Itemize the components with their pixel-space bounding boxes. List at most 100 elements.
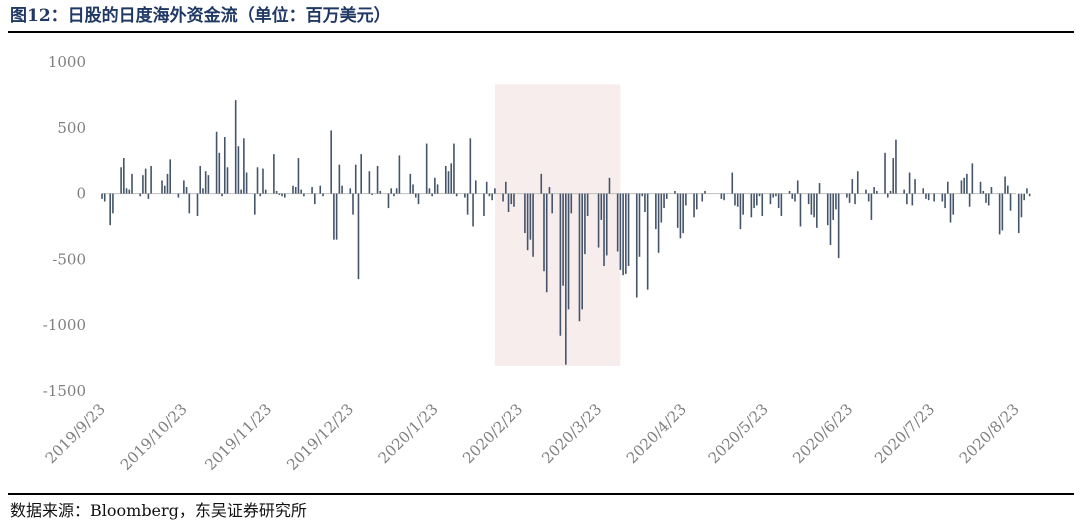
bar xyxy=(925,193,927,199)
bar xyxy=(605,193,608,256)
bar xyxy=(788,190,791,194)
bar xyxy=(237,146,240,194)
bar xyxy=(603,193,605,266)
bar xyxy=(865,189,867,194)
bar xyxy=(892,158,895,194)
bar xyxy=(908,172,911,194)
bar xyxy=(393,193,395,197)
bar xyxy=(488,193,491,197)
bar xyxy=(600,193,603,220)
bar xyxy=(398,155,401,194)
bar xyxy=(753,193,755,209)
x-tick-label: 2019/12/23 xyxy=(283,400,357,474)
bar xyxy=(646,193,649,290)
bar xyxy=(300,189,302,194)
bar xyxy=(379,190,382,194)
bar xyxy=(597,193,600,248)
bar xyxy=(816,193,818,228)
bar xyxy=(949,193,952,223)
bottom-rule xyxy=(8,493,1074,495)
bar xyxy=(221,193,223,197)
bar xyxy=(188,193,191,214)
bar xyxy=(1023,193,1025,201)
bar xyxy=(436,184,439,194)
bar xyxy=(278,193,281,195)
bar xyxy=(483,193,485,216)
bar xyxy=(854,193,856,205)
y-tick-label: -1000 xyxy=(43,316,86,334)
bar xyxy=(311,187,313,194)
bar xyxy=(758,193,761,197)
bar xyxy=(485,181,488,194)
bar xyxy=(131,173,133,194)
bar xyxy=(638,193,641,257)
bar xyxy=(644,193,646,213)
bar xyxy=(848,193,851,203)
bar xyxy=(349,188,352,194)
bar xyxy=(769,193,772,205)
bar xyxy=(371,193,373,195)
bar xyxy=(562,193,564,286)
bar xyxy=(226,167,229,194)
y-tick-label: 0 xyxy=(76,185,86,203)
bar xyxy=(772,193,774,198)
bar xyxy=(734,193,736,206)
bar xyxy=(447,171,450,194)
bar xyxy=(856,171,859,194)
bar xyxy=(851,179,854,194)
bar xyxy=(469,138,472,194)
bar xyxy=(387,193,390,209)
bar xyxy=(264,189,267,194)
highlight-band xyxy=(494,84,621,366)
bar xyxy=(466,193,469,215)
bar xyxy=(319,185,322,194)
bar xyxy=(941,193,944,202)
bar xyxy=(889,190,892,194)
bar xyxy=(333,193,335,240)
bar xyxy=(529,193,532,240)
bar xyxy=(1017,193,1020,234)
bar xyxy=(998,193,1001,235)
bar xyxy=(128,189,131,194)
bar xyxy=(101,193,103,199)
bar xyxy=(507,193,510,213)
bar xyxy=(873,187,875,194)
bar xyxy=(1004,176,1006,194)
bar xyxy=(799,193,802,227)
y-tick-label: 1000 xyxy=(48,53,86,71)
x-tick-label: 2020/3/23 xyxy=(538,400,605,467)
bar xyxy=(619,193,622,270)
bar xyxy=(966,173,968,194)
bar xyxy=(807,193,810,205)
source-note: 数据来源：Bloomberg，东吴证券研究所 xyxy=(10,501,307,520)
bar xyxy=(657,193,660,253)
bar xyxy=(472,193,474,227)
bar xyxy=(1009,193,1012,211)
bar xyxy=(933,193,935,202)
bar xyxy=(284,193,286,198)
chart-container: 1000 500 0 -500 -1000 -1500 2019/9/23 2019/10/2… xyxy=(0,34,1080,492)
bar xyxy=(207,175,210,194)
bar xyxy=(510,193,513,205)
bar xyxy=(540,173,543,194)
bar xyxy=(414,193,417,198)
bar xyxy=(357,193,360,280)
bar xyxy=(971,163,974,194)
bar xyxy=(163,185,166,194)
bar xyxy=(103,193,106,202)
bar xyxy=(946,181,949,194)
bar xyxy=(777,193,780,209)
figure-title: 图12：日股的日度海外资金流（单位：百万美元） xyxy=(10,6,391,26)
bar xyxy=(294,187,297,194)
bar xyxy=(292,185,294,194)
bar xyxy=(911,193,914,206)
bar xyxy=(142,175,144,194)
bar xyxy=(761,193,764,216)
bar xyxy=(581,193,583,310)
bar xyxy=(259,193,262,197)
bar xyxy=(368,171,371,194)
bar xyxy=(245,172,248,194)
bar xyxy=(641,193,644,197)
bar xyxy=(303,193,305,197)
bar xyxy=(513,193,515,207)
